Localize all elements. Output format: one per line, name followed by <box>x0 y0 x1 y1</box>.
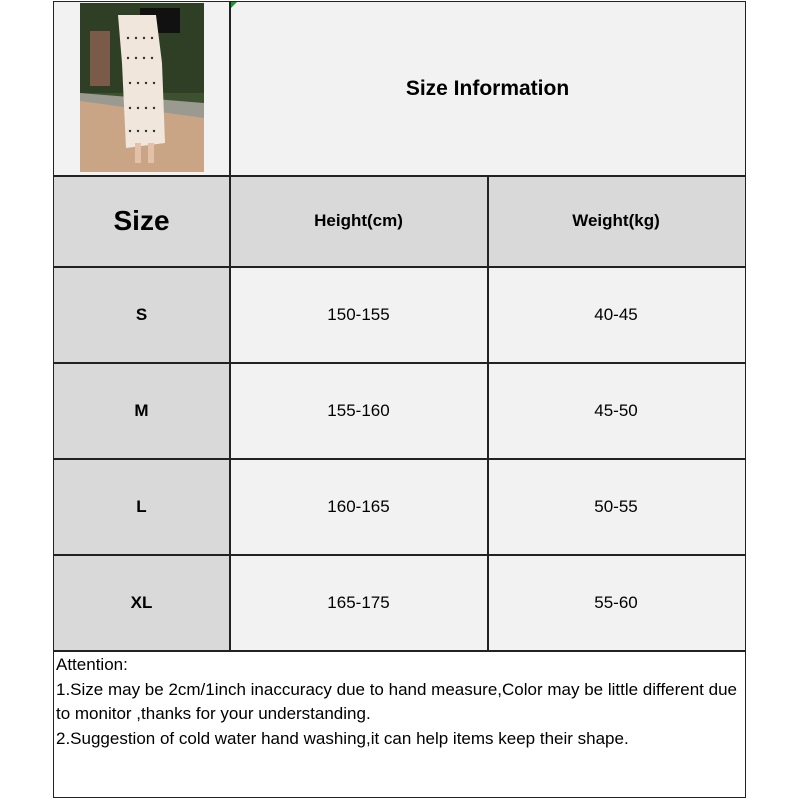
note-line: 2.Suggestion of cold water hand washing,… <box>56 728 629 748</box>
weight-cell: 50-55 <box>487 459 745 555</box>
height-cell: 150-155 <box>230 267 487 363</box>
product-photo <box>80 3 204 172</box>
size-cell: M <box>53 363 230 459</box>
size-cell: S <box>53 267 230 363</box>
header-weight: Weight(kg) <box>487 175 745 267</box>
note-line: 1.Size may be 2cm/1inch inaccuracy due t… <box>56 679 737 724</box>
height-cell: 155-160 <box>230 363 487 459</box>
weight-cell: 55-60 <box>487 555 745 651</box>
header-size: Size <box>53 175 230 267</box>
height-cell: 160-165 <box>230 459 487 555</box>
weight-cell: 45-50 <box>487 363 745 459</box>
title: Size Information <box>230 2 745 175</box>
size-cell: L <box>53 459 230 555</box>
header-height: Height(cm) <box>230 175 487 267</box>
cell-marker-icon <box>231 2 237 8</box>
note-heading: Attention: <box>56 655 128 674</box>
attention-note: Attention: 1.Size may be 2cm/1inch inacc… <box>56 653 742 751</box>
height-cell: 165-175 <box>230 555 487 651</box>
weight-cell: 40-45 <box>487 267 745 363</box>
size-cell: XL <box>53 555 230 651</box>
